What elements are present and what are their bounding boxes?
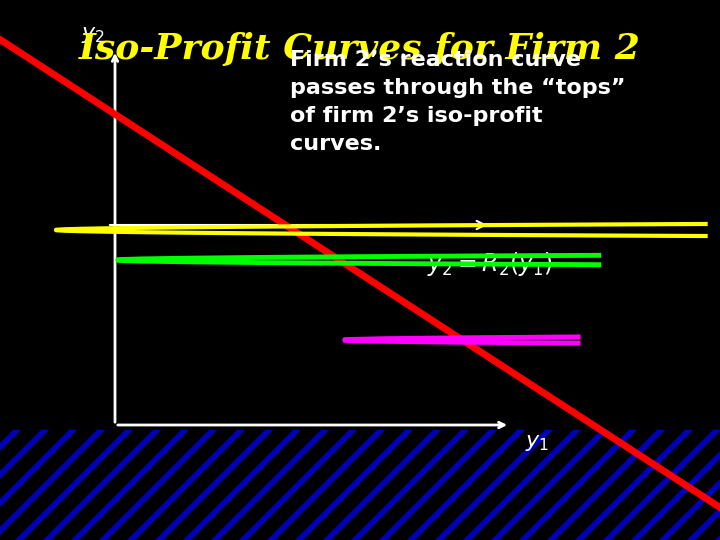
Polygon shape — [472, 430, 600, 540]
Polygon shape — [136, 430, 264, 540]
Polygon shape — [640, 430, 720, 540]
Polygon shape — [80, 430, 208, 540]
Polygon shape — [612, 430, 720, 540]
Polygon shape — [276, 430, 404, 540]
Polygon shape — [668, 430, 720, 540]
Polygon shape — [388, 430, 516, 540]
Polygon shape — [0, 430, 96, 540]
Polygon shape — [528, 430, 656, 540]
Polygon shape — [556, 430, 684, 540]
Polygon shape — [0, 430, 40, 540]
Polygon shape — [0, 430, 12, 540]
Polygon shape — [108, 430, 236, 540]
Polygon shape — [220, 430, 348, 540]
Polygon shape — [500, 430, 628, 540]
Polygon shape — [0, 430, 124, 540]
Polygon shape — [0, 430, 68, 540]
Polygon shape — [332, 430, 460, 540]
Polygon shape — [696, 430, 720, 540]
Polygon shape — [248, 430, 376, 540]
Text: $y_2$: $y_2$ — [81, 25, 105, 45]
Text: $y_2 = R_2(y_1)$: $y_2 = R_2(y_1)$ — [427, 250, 553, 278]
Polygon shape — [416, 430, 544, 540]
Polygon shape — [584, 430, 712, 540]
Polygon shape — [360, 430, 488, 540]
Polygon shape — [444, 430, 572, 540]
Polygon shape — [192, 430, 320, 540]
Text: $y_1$: $y_1$ — [525, 433, 549, 453]
Polygon shape — [24, 430, 152, 540]
Polygon shape — [52, 430, 180, 540]
Polygon shape — [304, 430, 432, 540]
Text: Firm 2’s reaction curve
passes through the “tops”
of firm 2’s iso-profit
curves.: Firm 2’s reaction curve passes through t… — [290, 50, 626, 154]
Text: Iso-Profit Curves for Firm 2: Iso-Profit Curves for Firm 2 — [79, 32, 641, 66]
Polygon shape — [164, 430, 292, 540]
